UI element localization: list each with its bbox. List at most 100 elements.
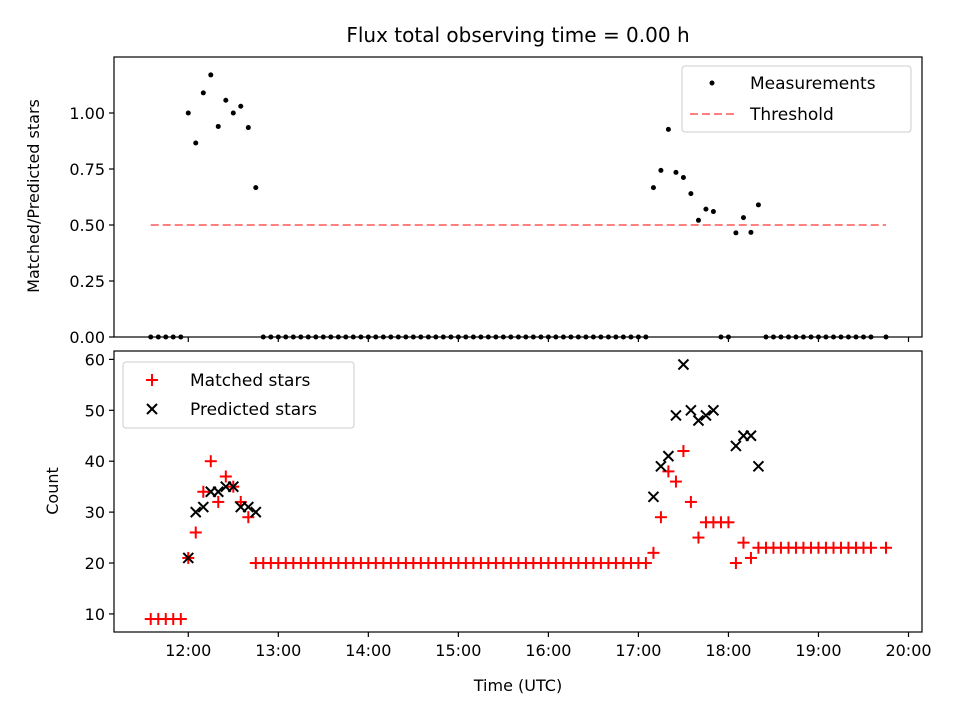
predicted-star-point <box>182 552 194 564</box>
measurement-point <box>710 209 716 215</box>
bottom-x-axis-label: Time (UTC) <box>473 676 562 695</box>
bottom-y-ticks: 10 20 30 40 50 60 <box>85 350 114 624</box>
predicted-star-point <box>190 506 202 518</box>
predicted-star-point <box>670 409 682 422</box>
matched-star-point <box>692 531 705 544</box>
bottom-xtick-label: 12:00 <box>165 641 211 660</box>
bottom-axes-frame <box>113 350 923 633</box>
measurement-point <box>658 167 664 173</box>
bottom-x-ticks: 12:00 13:00 14:00 15:00 16:00 17:00 18:00 19:00… <box>165 632 932 660</box>
bottom-legend: Matched stars Predicted stars <box>122 361 355 429</box>
predicted-star-point <box>647 491 660 503</box>
top-y-axis-label: Matched/Predicted stars <box>24 99 43 293</box>
predicted-star-point <box>227 480 239 493</box>
legend-label-threshold: Threshold <box>749 105 834 125</box>
top-ytick-label: 0.50 <box>69 216 105 235</box>
measurement-point <box>680 175 686 181</box>
measurement-point <box>665 126 671 132</box>
bottom-y-axis-label: Count <box>43 467 62 515</box>
top-ytick-label: 0.25 <box>69 272 105 291</box>
predicted-star-point <box>685 404 697 417</box>
bottom-xtick-label: 18:00 <box>705 641 751 660</box>
predicted-star-point <box>655 460 667 473</box>
legend-marker-measurements <box>709 80 715 86</box>
matched-star-point <box>242 511 255 524</box>
top-ytick-label: 0.00 <box>69 328 105 347</box>
measurement-point <box>755 202 761 208</box>
bottom-xtick-label: 19:00 <box>795 641 841 660</box>
top-ytick-label: 0.75 <box>69 160 105 179</box>
measurement-point <box>695 217 701 223</box>
matched-star-point <box>729 557 742 570</box>
matched-star-point <box>722 516 735 529</box>
bottom-ytick-label: 50 <box>85 401 105 420</box>
matched-star-point <box>174 613 187 626</box>
bottom-ytick-label: 20 <box>85 554 105 573</box>
top-y-ticks: 0.00 0.25 0.50 0.75 1.00 <box>69 104 114 347</box>
bottom-ytick-label: 30 <box>85 503 105 522</box>
bottom-legend-box <box>122 361 355 429</box>
matched-star-point <box>204 455 217 468</box>
predicted-star-point <box>197 501 210 513</box>
predicted-star-point <box>677 358 690 371</box>
bottom-ytick-label: 60 <box>85 350 105 369</box>
measurement-point <box>703 206 709 212</box>
matched-star-point <box>189 526 202 539</box>
predicted-star-point <box>700 409 712 422</box>
measurement-point <box>733 230 739 236</box>
legend-label-matched: Matched stars <box>190 371 310 391</box>
predicted-star-point <box>692 414 705 427</box>
predicted-star-point <box>752 460 765 473</box>
measurement-point <box>238 103 244 109</box>
bottom-marks <box>144 358 892 626</box>
bottom-xtick-label: 17:00 <box>615 641 661 660</box>
matched-star-point <box>219 470 232 483</box>
measurement-point <box>650 185 656 191</box>
bottom-xtick-label: 13:00 <box>255 641 301 660</box>
measurement-point <box>215 123 221 129</box>
bottom-xtick-label: 20:00 <box>885 641 931 660</box>
measurement-point <box>200 90 206 96</box>
matched-star-point <box>744 551 757 564</box>
predicted-star-point <box>242 501 255 513</box>
bottom-ytick-label: 40 <box>85 452 105 471</box>
predicted-star-point <box>250 506 262 518</box>
matched-star-point <box>639 557 652 570</box>
predicted-star-point <box>730 440 742 452</box>
bottom-ytick-label: 10 <box>85 605 105 624</box>
measurement-point <box>185 110 191 116</box>
measurement-point <box>253 185 259 191</box>
measurement-point <box>740 215 746 221</box>
legend-label-predicted: Predicted stars <box>190 400 317 420</box>
matched-star-point <box>654 511 667 524</box>
bottom-xtick-label: 14:00 <box>345 641 391 660</box>
bottom-xtick-label: 16:00 <box>525 641 571 660</box>
predicted-star-point <box>745 430 757 442</box>
matched-star-point <box>212 495 225 508</box>
legend-marker-predicted <box>146 403 158 415</box>
predicted-star-point <box>662 450 675 462</box>
matched-star-point <box>647 546 660 559</box>
measurement-point <box>230 110 236 116</box>
measurement-point <box>193 140 199 146</box>
top-legend: Measurements Threshold <box>681 65 912 133</box>
top-axes-frame <box>113 56 923 338</box>
measurement-point <box>673 169 679 175</box>
top-subplot: Matched/Predicted stars 0.00 0.25 0.50 0.75… <box>24 56 923 347</box>
top-legend-box <box>681 65 912 133</box>
matched-star-point <box>662 465 675 478</box>
matched-star-point <box>737 536 750 549</box>
measurement-point <box>223 97 229 103</box>
matched-star-point <box>677 445 690 458</box>
bottom-subplot: Count Time (UTC) 10 20 30 40 50 60 12:00 13:00… <box>43 350 932 695</box>
matched-star-point <box>669 475 682 488</box>
top-ytick-label: 1.00 <box>69 104 105 123</box>
measurement-point <box>748 229 754 235</box>
legend-marker-matched <box>146 374 158 386</box>
bottom-xtick-label: 15:00 <box>435 641 481 660</box>
predicted-star-point <box>212 486 224 498</box>
matched-star-point <box>684 495 697 508</box>
measurement-point <box>208 72 214 78</box>
matched-star-point <box>879 541 892 554</box>
